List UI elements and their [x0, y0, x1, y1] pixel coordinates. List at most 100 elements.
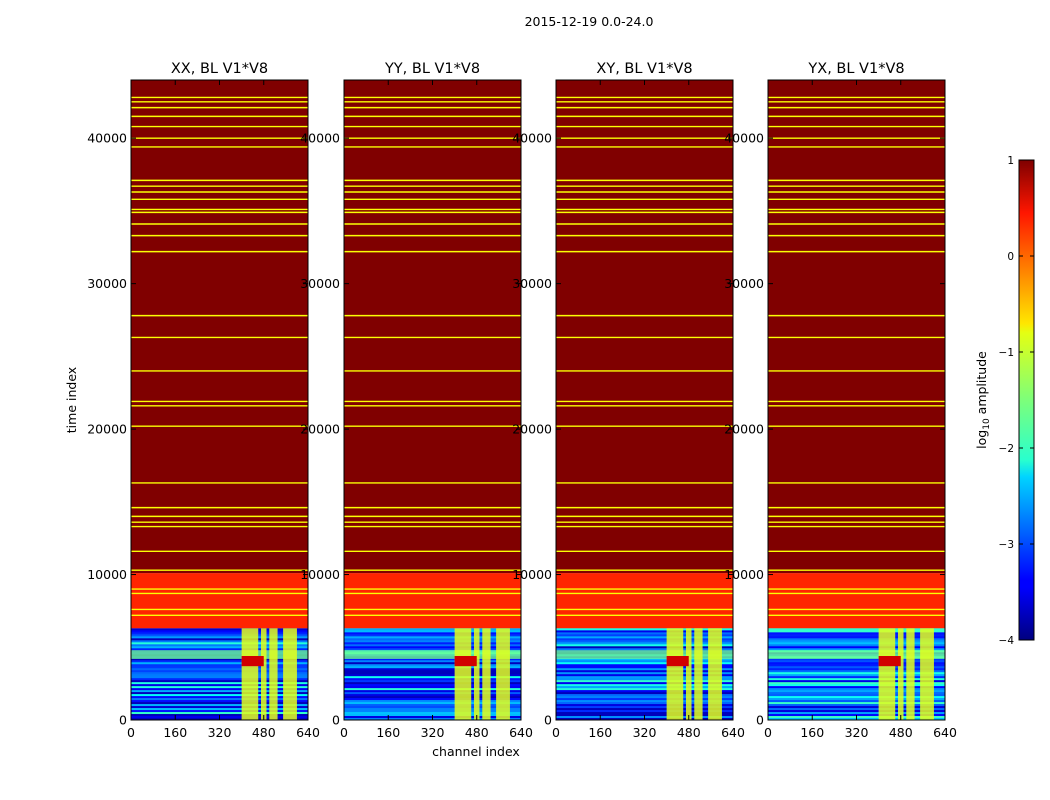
rfi-channel-block — [473, 628, 480, 720]
noise-row — [768, 668, 945, 671]
noise-row — [131, 678, 308, 681]
rfi-channel-block — [269, 628, 278, 720]
y-tick-label: 10000 — [512, 567, 552, 582]
noise-row — [344, 646, 521, 649]
panel-title: XY, BL V1*V8 — [596, 61, 692, 77]
noise-row — [768, 686, 945, 689]
noise-texture — [768, 628, 945, 721]
noise-row — [768, 702, 945, 705]
noise-row — [344, 634, 521, 637]
rfi-hotspot — [454, 656, 477, 667]
noise-row — [344, 698, 521, 701]
noise-row — [344, 672, 521, 675]
noise-row — [131, 704, 308, 707]
noise-row — [768, 688, 945, 691]
noise-row — [131, 668, 308, 671]
x-tick-label: 640 — [933, 725, 957, 740]
noise-row — [344, 692, 521, 695]
panel-1: XX, BL V1*V8 0 160 320 480 640 0 10000 20000 3000… — [87, 61, 320, 740]
noise-row — [768, 672, 945, 675]
noise-texture — [556, 628, 733, 721]
noise-row — [768, 710, 945, 713]
rfi-channel-block — [708, 628, 722, 720]
noise-row — [556, 708, 733, 711]
noise-row — [131, 634, 308, 637]
noise-row — [131, 698, 308, 701]
x-tick-label: 320 — [845, 725, 869, 740]
noise-row — [344, 670, 521, 673]
noise-row — [344, 666, 521, 669]
noise-row — [131, 658, 308, 661]
panel-title: YX, BL V1*V8 — [807, 61, 904, 77]
noise-row — [556, 644, 733, 647]
noise-row — [768, 674, 945, 677]
noise-row — [768, 696, 945, 699]
rfi-streak — [344, 650, 521, 659]
noise-row — [131, 666, 308, 669]
panels: XX, BL V1*V8 0 160 320 480 640 0 10000 20000 3000… — [87, 61, 957, 740]
noise-row — [556, 692, 733, 695]
noise-row — [131, 682, 308, 685]
x-tick-label: 480 — [465, 725, 489, 740]
colorbar-tick-label: 1 — [1007, 155, 1014, 167]
noise-row — [556, 682, 733, 685]
noise-row — [768, 680, 945, 683]
noise-row — [556, 642, 733, 645]
noise-row — [768, 664, 945, 667]
noise-row — [131, 630, 308, 633]
noise-row — [131, 640, 308, 643]
colorbar-tick-label: −4 — [999, 635, 1015, 647]
noise-row — [556, 680, 733, 683]
noise-row — [556, 704, 733, 707]
noise-row — [131, 680, 308, 683]
noise-row — [556, 668, 733, 671]
noise-row — [556, 696, 733, 699]
x-tick-label: 320 — [633, 725, 657, 740]
noise-row — [556, 698, 733, 701]
noise-row — [556, 712, 733, 715]
noise-row — [768, 666, 945, 669]
rfi-channel-block — [897, 628, 904, 720]
noise-row — [131, 648, 308, 651]
noise-row — [768, 642, 945, 645]
colorbar-ticks: 1 0 −1 −2 −3 −4 — [999, 155, 1034, 647]
noise-row — [131, 660, 308, 663]
noise-row — [131, 672, 308, 675]
noise-row — [344, 704, 521, 707]
x-tick-label: 0 — [552, 725, 560, 740]
noise-texture — [344, 628, 521, 721]
noise-row — [344, 712, 521, 715]
noise-row — [131, 706, 308, 709]
noise-row — [768, 648, 945, 651]
band-2 — [344, 573, 521, 629]
noise-row — [556, 664, 733, 667]
noise-row — [131, 646, 308, 649]
noise-row — [344, 684, 521, 687]
y-tick-label: 10000 — [300, 567, 340, 582]
y-tick-label: 20000 — [724, 422, 764, 437]
noise-row — [556, 676, 733, 679]
rfi-channel-block — [454, 628, 472, 720]
y-tick-label: 40000 — [87, 131, 127, 146]
y-tick-label: 20000 — [300, 422, 340, 437]
rfi-channel-block — [260, 628, 267, 720]
x-tick-label: 160 — [376, 725, 400, 740]
noise-row — [768, 638, 945, 641]
noise-row — [768, 660, 945, 663]
noise-row — [768, 628, 945, 631]
band-3 — [556, 80, 733, 574]
band-2 — [768, 573, 945, 629]
noise-row — [131, 676, 308, 679]
noise-row — [768, 700, 945, 703]
colorbar-tick-label: 0 — [1007, 251, 1014, 263]
rfi-channel-block — [906, 628, 915, 720]
noise-row — [344, 676, 521, 679]
noise-row — [344, 706, 521, 709]
noise-row — [768, 708, 945, 711]
noise-row — [131, 688, 308, 691]
noise-row — [344, 630, 521, 633]
rfi-streak — [131, 650, 308, 659]
noise-row — [556, 630, 733, 633]
noise-row — [768, 630, 945, 633]
rfi-channel-block — [920, 628, 934, 720]
